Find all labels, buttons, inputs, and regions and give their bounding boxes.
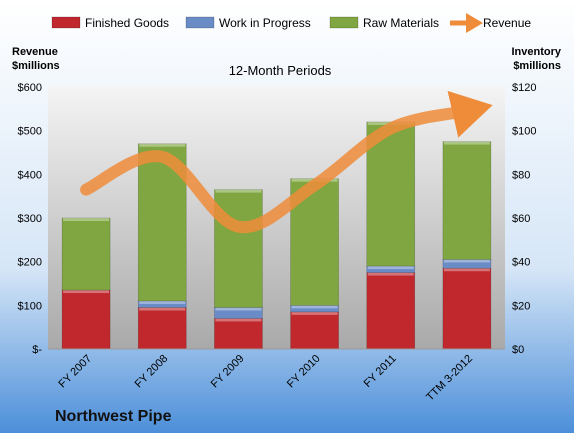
bar-raw-materials [214,189,263,308]
legend-swatch-finished-goods [51,16,81,29]
bar-finished-goods [366,272,416,350]
bar-highlight [63,218,110,221]
left-axis-title-line2: $millions [12,60,60,72]
bar-finished-goods [214,318,263,350]
left-tick-label: $500 [18,126,42,138]
bar-finished-goods [61,289,111,350]
chart-title: 12-Month Periods [229,63,332,78]
right-tick-label: $0 [512,344,524,356]
legend-label: Work in Progress [219,16,311,30]
right-tick-label: $120 [512,82,536,94]
bar-finished-goods [290,311,339,350]
bar-raw-materials [442,141,492,260]
right-tick-label: $20 [512,300,530,312]
legend-label: Finished Goods [85,16,169,30]
left-tick-label: $600 [18,82,42,94]
bar-work-in-progress [290,305,339,313]
bar-highlight [291,305,338,309]
bar-highlight [443,259,490,263]
bar-highlight [443,268,490,272]
bar-highlight [443,141,490,145]
legend: Finished Goods Work in Progress Raw Materi… [51,13,531,33]
bar-highlight [291,311,338,315]
left-tick-label: $200 [18,257,42,269]
legend-swatch-work-in-progress [185,16,215,29]
bar-highlight [215,189,262,193]
bar-highlight [63,290,110,294]
left-tick-label: $- [32,344,42,356]
legend-label: Raw Materials [363,16,439,30]
left-tick-label: $100 [18,300,42,312]
right-tick-label: $80 [512,169,530,181]
left-tick-label: $300 [18,213,42,225]
left-axis-title-line1: Revenue [12,46,58,58]
legend-swatch-raw-materials [329,16,359,29]
bar-finished-goods [442,267,492,350]
bar-highlight [367,272,414,276]
right-tick-label: $40 [512,257,530,269]
bar-highlight [215,318,262,322]
bar-highlight [215,307,262,311]
revenue-line [80,90,493,234]
right-tick-label: $100 [512,126,536,138]
bar-highlight [139,300,186,304]
bar-highlight [139,143,186,147]
bar-raw-materials [366,121,416,267]
legend-label: Revenue [483,16,531,30]
revenue-series [80,90,493,234]
bar-highlight [367,266,414,270]
bar-raw-materials [61,217,111,291]
left-tick-label: $400 [18,169,42,181]
right-axis-title-line2: $millions [513,60,561,72]
right-axis-title-line1: Inventory [511,46,561,58]
right-axis-ticks: $0 $20 $40 $60 $80 $100 $120 [512,82,536,356]
left-axis-ticks: $- $100 $200 $300 $400 $500 $600 [18,82,43,356]
bar-highlight [139,307,186,311]
bar-finished-goods [137,307,187,350]
company-name: Northwest Pipe [55,408,172,425]
right-tick-label: $60 [512,213,530,225]
